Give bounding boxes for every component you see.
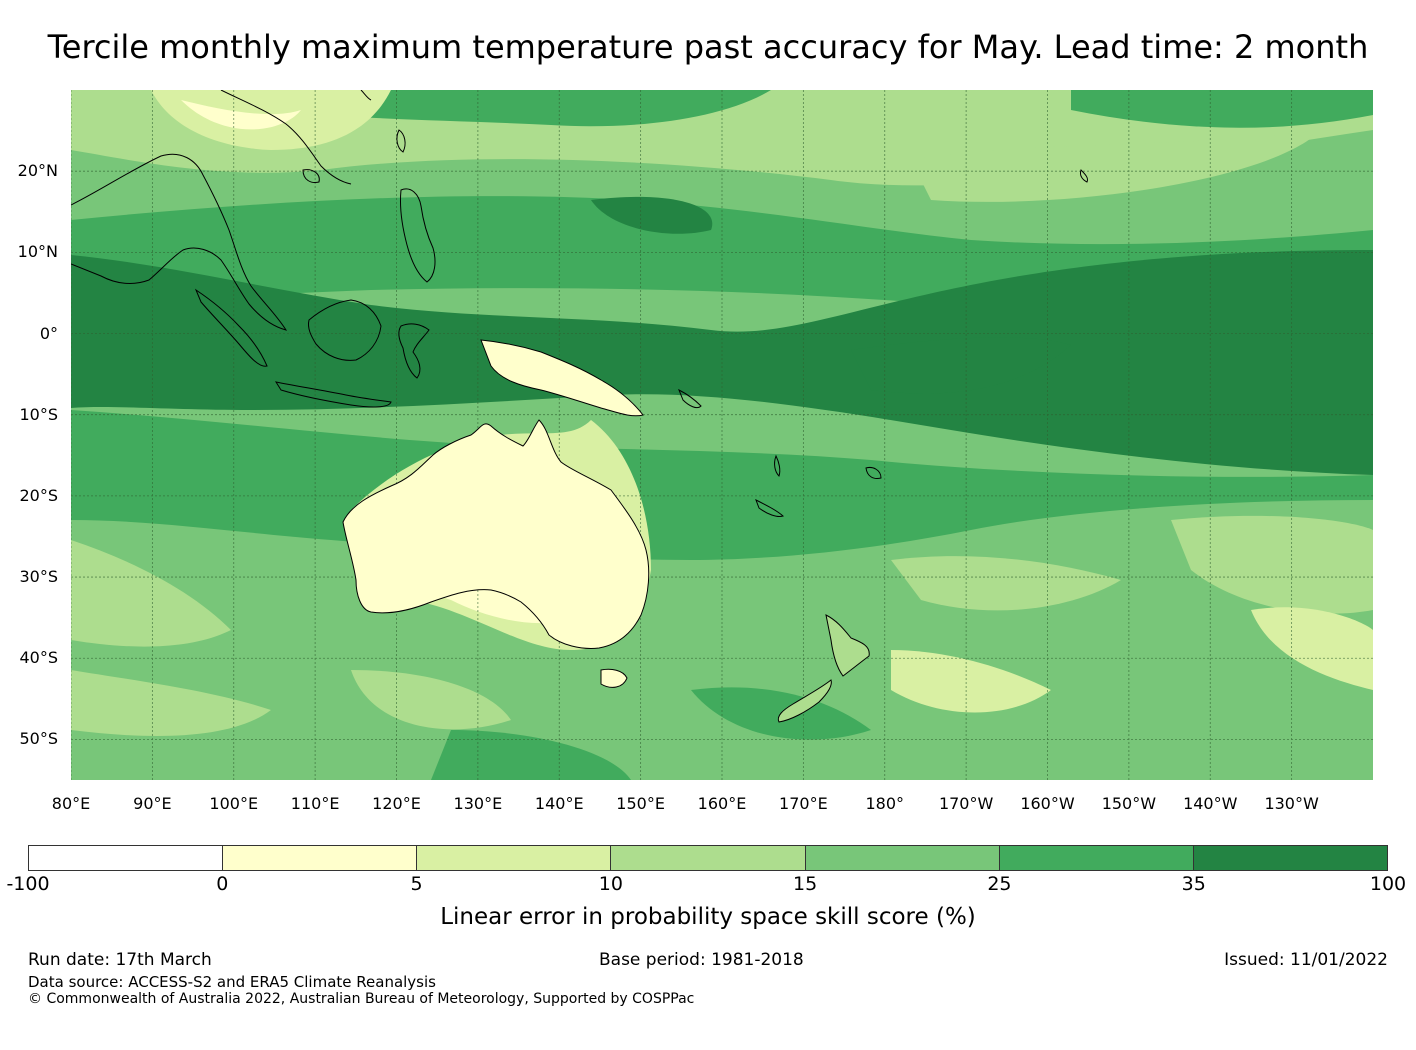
fiji-coastline — [865, 467, 882, 479]
longitude-label: 150°E — [616, 794, 665, 813]
data-source: Data source: ACCESS-S2 and ERA5 Climate … — [28, 973, 436, 991]
colorbar-tick-label: 0 — [216, 873, 229, 895]
longitude-label: 120°E — [372, 794, 421, 813]
latitude-label: 10°S — [19, 404, 58, 424]
longitude-label: 80°E — [51, 794, 91, 813]
longitude-label: 160°W — [1020, 794, 1075, 813]
new-caledonia-coastline — [755, 498, 784, 517]
southeast-asia-coastline — [71, 153, 288, 331]
latitude-label: 0° — [39, 323, 58, 343]
longitude-label: 170°E — [779, 794, 828, 813]
latitude-label: 10°N — [17, 242, 58, 262]
hawaii-coastline — [1080, 169, 1088, 183]
coastlines — [71, 90, 1088, 723]
new-zealand-north-island — [825, 614, 870, 677]
latitude-label: 40°S — [19, 648, 58, 668]
australia-coastline — [342, 419, 650, 649]
skill-score-map — [71, 90, 1373, 780]
new-guinea-coastline — [480, 339, 644, 417]
vanuatu-coastline — [774, 454, 781, 477]
solomon-islands-coastline — [678, 388, 702, 409]
run-date: Run date: 17th March — [28, 950, 212, 970]
colorbar-tick-label: 100 — [1369, 873, 1407, 895]
colorbar — [28, 845, 1388, 871]
longitude-label: 140°W — [1183, 794, 1238, 813]
taiwan-coastline — [396, 129, 406, 153]
longitude-label: 140°E — [534, 794, 584, 813]
new-zealand-south-island — [777, 679, 832, 723]
latitude-label: 20°N — [17, 161, 58, 181]
map-graticule — [71, 90, 1373, 780]
base-period: Base period: 1981-2018 — [599, 950, 804, 970]
longitude-label: 160°E — [697, 794, 747, 813]
latitude-label: 30°S — [19, 567, 58, 587]
map-canvas — [71, 90, 1373, 780]
longitude-label: 110°E — [290, 794, 340, 813]
borneo-coastline — [308, 299, 382, 361]
colorbar-tick-label: -100 — [6, 873, 50, 895]
longitude-label: 130°W — [1264, 794, 1319, 813]
hainan-coastline — [302, 169, 320, 183]
colorbar-tick-label: 25 — [987, 873, 1012, 895]
java-coastline — [274, 381, 392, 408]
longitude-label: 130°E — [453, 794, 503, 813]
map-title: Tercile monthly maximum temperature past… — [47, 28, 1369, 66]
issued-date: Issued: 11/01/2022 — [1224, 950, 1388, 970]
copyright: © Commonwealth of Australia 2022, Austra… — [28, 991, 695, 1007]
colorbar-segment — [805, 846, 1000, 870]
tasmania-coastline — [600, 668, 628, 688]
sumatra-coastline — [194, 288, 268, 367]
longitude-label: 90°E — [133, 794, 172, 813]
china-coastline — [220, 90, 352, 185]
longitude-label: 150°W — [1101, 794, 1157, 813]
longitude-label: 170°W — [938, 794, 994, 813]
sulawesi-coastline — [398, 323, 430, 379]
colorbar-segment — [29, 846, 224, 870]
colorbar-segment — [999, 846, 1194, 870]
colorbar-label: Linear error in probability space skill … — [440, 904, 976, 930]
colorbar-tick-label: 5 — [410, 873, 423, 895]
colorbar-segment — [611, 846, 806, 870]
colorbar-segment — [223, 846, 418, 870]
japan-coastline — [360, 90, 372, 101]
longitude-label: 180° — [865, 794, 905, 813]
philippines-coastline — [400, 188, 436, 283]
colorbar-tick-label: 15 — [793, 873, 818, 895]
latitude-label: 50°S — [19, 729, 58, 749]
colorbar-segment — [1193, 846, 1387, 870]
colorbar-segment — [417, 846, 612, 870]
latitude-label: 20°S — [19, 485, 58, 505]
colorbar-tick-label: 10 — [598, 873, 623, 895]
longitude-label: 100°E — [209, 794, 259, 813]
colorbar-tick-label: 35 — [1181, 873, 1206, 895]
